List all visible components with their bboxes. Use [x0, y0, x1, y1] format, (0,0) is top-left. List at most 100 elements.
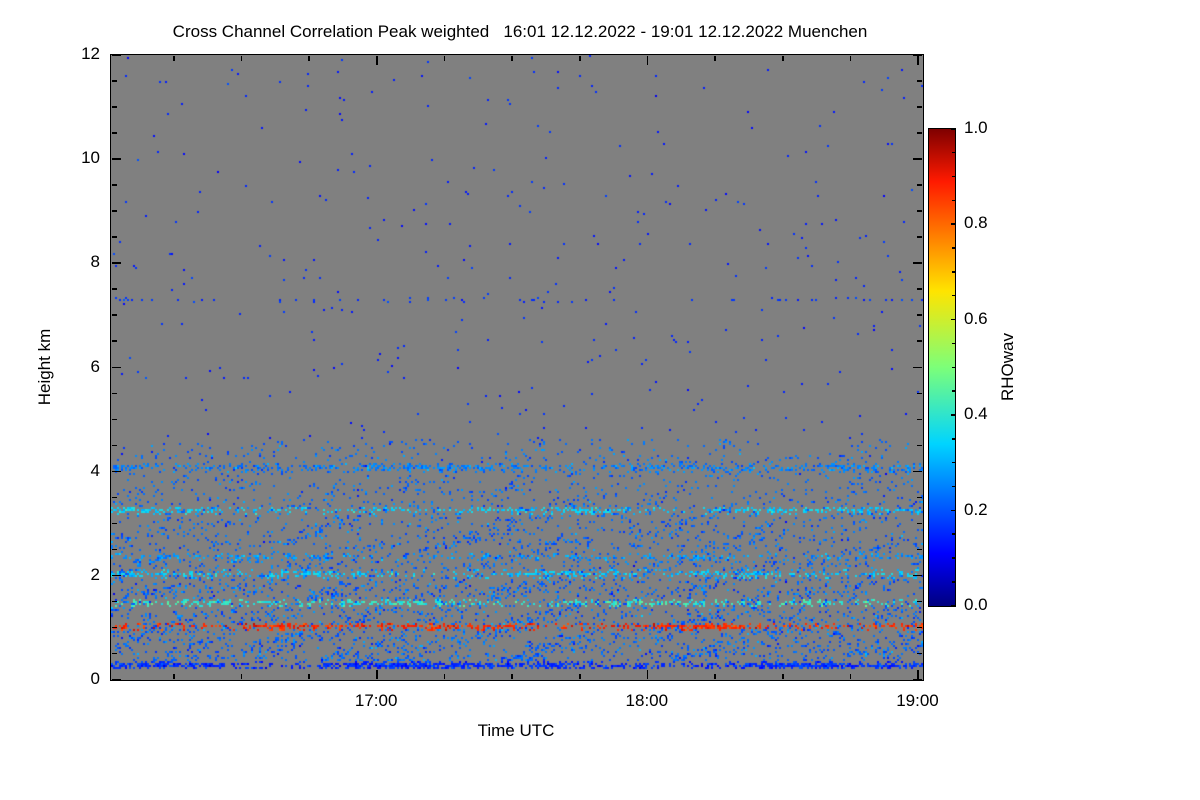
- x-tick-minor-top: [173, 55, 175, 61]
- y-tick-major: [111, 470, 121, 473]
- colorbar-tick-label: 0.2: [964, 499, 988, 519]
- y-tick-major-right: [912, 574, 922, 577]
- colorbar-tick-minor: [951, 199, 955, 202]
- y-tick-minor-right: [916, 444, 922, 447]
- x-tick-minor-top: [714, 55, 716, 61]
- x-tick-major: [917, 669, 919, 679]
- y-tick-minor: [111, 444, 117, 447]
- x-tick-minor-top: [782, 55, 784, 61]
- y-tick-minor: [111, 496, 117, 499]
- colorbar-tick-label: 0.0: [964, 595, 988, 614]
- y-tick-minor: [111, 288, 117, 290]
- x-tick-major-top: [376, 55, 378, 65]
- y-tick-minor-right: [916, 210, 922, 212]
- colorbar-tick: [950, 509, 956, 512]
- y-tick-minor-right: [916, 522, 922, 525]
- colorbar-tick: [950, 128, 956, 130]
- colorbar: [928, 128, 956, 607]
- y-tick-minor-right: [916, 652, 922, 655]
- colorbar-tick-label: 0.8: [964, 213, 988, 233]
- y-tick-label: 10: [81, 148, 100, 168]
- y-tick-minor: [111, 210, 117, 212]
- y-tick-label: 2: [90, 564, 100, 584]
- colorbar-tick-minor: [951, 271, 955, 273]
- y-tick-minor-right: [916, 340, 922, 342]
- x-tick-minor: [579, 673, 581, 679]
- y-tick-minor-right: [916, 288, 922, 290]
- y-tick-minor-right: [916, 184, 922, 186]
- y-tick-label: 4: [90, 460, 100, 480]
- y-tick-major-right: [912, 262, 922, 264]
- figure-title: Cross Channel Correlation Peak weighted …: [172, 22, 868, 41]
- x-tick-minor-top: [511, 55, 513, 61]
- colorbar-title: RHOwav: [998, 332, 1017, 401]
- y-axis-title: Height km: [35, 328, 54, 405]
- colorbar-tick-label: 0.6: [964, 308, 988, 328]
- x-tick-minor-top: [240, 55, 243, 61]
- y-tick-minor: [111, 236, 117, 238]
- colorbar-tick-minor: [951, 533, 955, 535]
- colorbar-tick-minor: [951, 485, 955, 488]
- y-tick-major-right: [912, 54, 922, 56]
- y-tick-minor: [111, 132, 117, 134]
- y-tick-major: [111, 679, 121, 681]
- colorbar-tick: [950, 605, 956, 607]
- y-tick-minor-right: [916, 80, 922, 82]
- heatmap-canvas: [111, 55, 923, 680]
- y-tick-minor-right: [916, 626, 922, 629]
- colorbar-tick-minor: [951, 438, 955, 440]
- colorbar-tick-label: 0.4: [964, 404, 988, 424]
- x-tick-minor: [240, 673, 243, 679]
- colorbar-tick-minor: [951, 390, 955, 392]
- y-tick-label: 6: [90, 356, 100, 376]
- y-tick-major-right: [912, 366, 922, 368]
- x-tick-minor-top: [308, 55, 310, 61]
- x-tick-minor-top: [443, 55, 446, 61]
- x-tick-minor: [511, 673, 513, 679]
- y-tick-minor: [111, 522, 117, 525]
- x-tick-minor: [782, 673, 784, 679]
- y-tick-minor-right: [916, 132, 922, 134]
- y-tick-minor-right: [916, 496, 922, 499]
- x-tick-major-top: [646, 55, 649, 65]
- colorbar-tick-minor: [951, 581, 955, 583]
- y-tick-minor-right: [916, 314, 922, 316]
- heatmap-plot-area: [110, 54, 924, 681]
- y-tick-minor-right: [916, 106, 922, 108]
- y-tick-minor-right: [916, 236, 922, 238]
- y-tick-major: [111, 158, 121, 160]
- x-tick-minor: [443, 673, 446, 679]
- y-tick-minor: [111, 548, 117, 551]
- y-tick-minor: [111, 626, 117, 629]
- y-tick-label: 8: [90, 252, 100, 272]
- y-tick-minor-right: [916, 392, 922, 395]
- x-tick-minor: [714, 673, 716, 679]
- colorbar-tick-label: 1.0: [964, 118, 988, 137]
- y-tick-minor: [111, 392, 117, 395]
- x-tick-major-top: [917, 55, 919, 65]
- y-tick-major: [111, 574, 121, 577]
- colorbar-tick-minor: [951, 461, 955, 464]
- y-tick-minor: [111, 314, 117, 316]
- x-tick-minor: [173, 673, 175, 679]
- colorbar-tick: [950, 318, 956, 321]
- x-axis-title: Time UTC: [477, 721, 555, 740]
- colorbar-tick: [950, 414, 956, 416]
- y-tick-label: 0: [90, 669, 100, 688]
- y-tick-minor: [111, 418, 117, 421]
- y-tick-major: [111, 262, 121, 264]
- y-tick-label: 12: [81, 44, 100, 63]
- colorbar-tick-minor: [951, 175, 955, 178]
- colorbar-tick: [950, 223, 956, 225]
- x-tick-minor: [849, 673, 852, 679]
- y-tick-major: [111, 366, 121, 368]
- y-tick-minor: [111, 340, 117, 342]
- colorbar-tick-minor: [951, 247, 955, 249]
- y-tick-minor-right: [916, 548, 922, 551]
- y-tick-minor: [111, 600, 117, 603]
- x-tick-minor: [308, 673, 310, 679]
- y-tick-minor-right: [916, 600, 922, 603]
- x-tick-minor-top: [579, 55, 581, 61]
- x-tick-major: [376, 669, 378, 679]
